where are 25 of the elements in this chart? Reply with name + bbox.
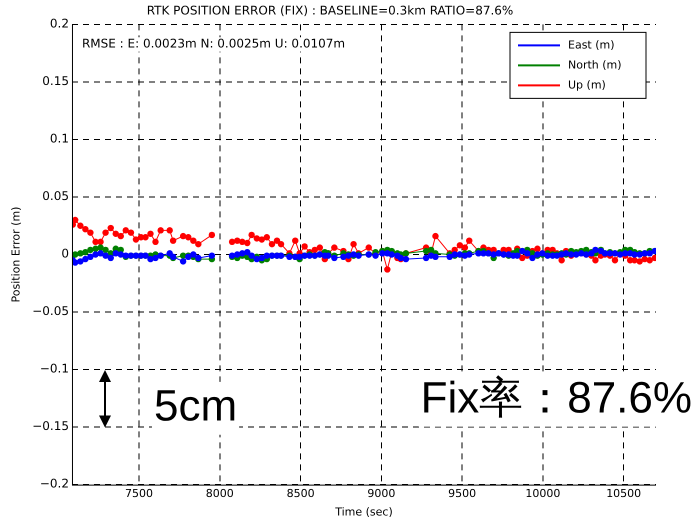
annotation: 5cm bbox=[154, 381, 238, 430]
x-tick-label: 8000 bbox=[206, 487, 234, 500]
x-tick-label: 9000 bbox=[367, 487, 396, 500]
y-tick-label: −0.15 bbox=[32, 419, 69, 434]
y-tick-label: −0.1 bbox=[40, 362, 69, 376]
x-axis-title: Time (sec) bbox=[334, 505, 393, 518]
y-tick-label: 0.05 bbox=[42, 189, 69, 204]
x-tick-label: 8500 bbox=[286, 487, 315, 500]
y-tick-label: 0.2 bbox=[50, 16, 69, 31]
legend-label: North (m) bbox=[568, 58, 622, 72]
y-axis-title: Position Error (m) bbox=[9, 206, 22, 302]
x-tick-label: 10000 bbox=[525, 487, 560, 500]
legend-label: East (m) bbox=[568, 38, 615, 52]
annotation: Fix率：87.6% bbox=[420, 373, 692, 422]
y-tick-label: 0.1 bbox=[50, 132, 69, 146]
chart-title: RTK POSITION ERROR (FIX) : BASELINE=0.3km RATIO=87.6% bbox=[146, 3, 514, 18]
x-tick-label: 7500 bbox=[125, 487, 154, 500]
x-tick-label: 9500 bbox=[448, 487, 476, 500]
annotation: RMSE : E: 0.0023m N: 0.0025m U: 0.0107m bbox=[82, 36, 346, 51]
y-tick-label: 0.15 bbox=[42, 74, 69, 88]
legend-label: Up (m) bbox=[568, 78, 606, 92]
x-tick-label: 10500 bbox=[606, 487, 642, 500]
y-tick-label: −0.05 bbox=[32, 304, 69, 318]
y-tick-label: 0 bbox=[61, 246, 69, 261]
y-tick-label: −0.2 bbox=[40, 476, 69, 491]
